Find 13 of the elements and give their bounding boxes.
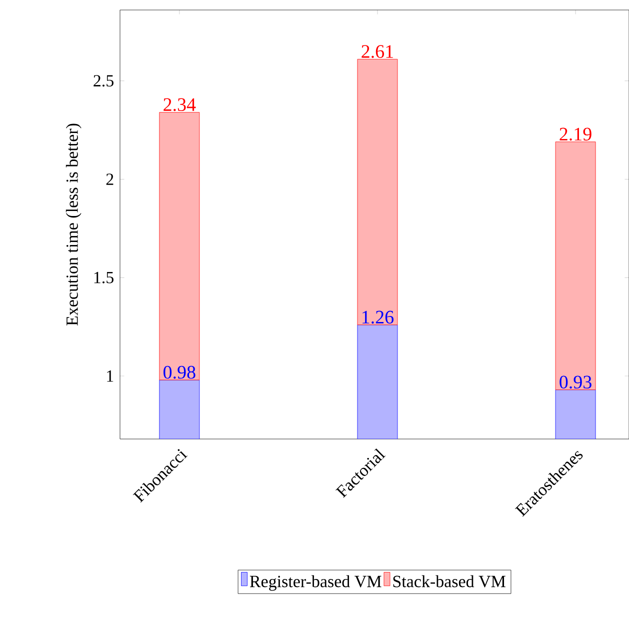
y-tick-label: 2	[106, 174, 114, 185]
data-label: 0.98	[164, 366, 196, 379]
y-tick-label: 1	[107, 370, 114, 382]
data-label: 0.93	[560, 376, 592, 389]
total-label: 2.34	[164, 98, 196, 112]
y-tick-label: 2.5	[94, 75, 114, 87]
legend-label: Register-based VM	[250, 575, 382, 591]
total-label: 2.61	[362, 45, 393, 58]
y-tick-label: 1.5	[94, 272, 114, 284]
y-axis-title: Execution time (less is better)	[66, 124, 82, 326]
data-label: 1.26	[362, 310, 394, 324]
legend-label: Stack-based VM	[393, 575, 506, 588]
total-label: 2.19	[560, 128, 592, 141]
